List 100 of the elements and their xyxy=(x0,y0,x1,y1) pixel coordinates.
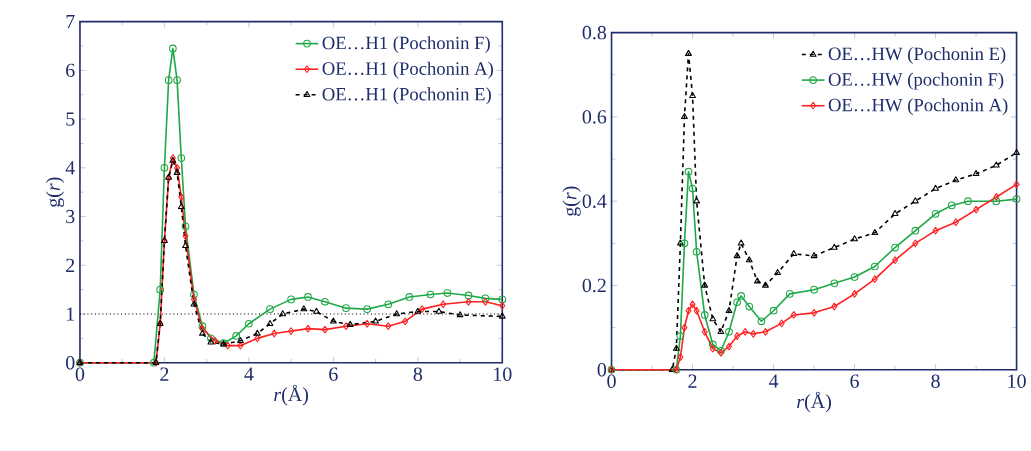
point xyxy=(190,300,198,307)
point xyxy=(443,289,452,298)
point xyxy=(947,201,956,210)
y-axis-title: g(r) xyxy=(562,186,581,217)
point xyxy=(385,322,392,331)
point xyxy=(733,252,741,259)
point xyxy=(372,317,380,324)
point xyxy=(676,239,684,246)
point xyxy=(177,203,185,210)
point xyxy=(498,312,506,319)
x-axis-title: r(Å) xyxy=(797,391,831,413)
point xyxy=(830,279,839,288)
point xyxy=(237,341,244,350)
point xyxy=(911,226,920,235)
point xyxy=(405,293,414,301)
point xyxy=(414,307,422,314)
point xyxy=(676,332,685,341)
point xyxy=(952,218,959,227)
point xyxy=(237,337,244,344)
point xyxy=(684,168,693,176)
point xyxy=(456,311,464,318)
point xyxy=(1012,195,1021,204)
point xyxy=(688,184,697,193)
point xyxy=(300,305,308,312)
point xyxy=(253,329,261,336)
point xyxy=(464,291,473,300)
point xyxy=(426,290,435,299)
point xyxy=(742,328,749,336)
point xyxy=(321,298,329,306)
y-tick-label: 7 xyxy=(66,15,75,29)
x-tick-label: 10 xyxy=(494,367,512,382)
point xyxy=(762,281,769,288)
point xyxy=(912,239,919,248)
point xyxy=(871,229,879,236)
point xyxy=(440,300,447,309)
point xyxy=(737,239,745,246)
point xyxy=(733,298,741,307)
point xyxy=(672,344,680,352)
point xyxy=(481,294,490,303)
x-tick-label: 8 xyxy=(931,374,940,389)
y-tick-label: 3 xyxy=(66,210,75,224)
point xyxy=(993,193,1000,202)
x-tick-label: 10 xyxy=(1008,374,1026,389)
point xyxy=(689,92,696,99)
point xyxy=(774,269,782,276)
point xyxy=(346,321,354,328)
legend-label: OE…HW (Pochonin E) xyxy=(828,47,1006,65)
x-tick-label: 2 xyxy=(688,374,697,388)
x-tick-label: 6 xyxy=(850,374,859,389)
point xyxy=(778,319,785,328)
point xyxy=(685,50,692,57)
y-tick-label: 6 xyxy=(66,63,75,78)
y-tick-label: 0.2 xyxy=(582,278,606,293)
point xyxy=(810,285,818,294)
point xyxy=(245,320,253,328)
point xyxy=(911,197,919,204)
point xyxy=(232,332,241,340)
point xyxy=(160,164,169,172)
point xyxy=(734,332,741,341)
point xyxy=(178,193,185,202)
x-tick-label: 8 xyxy=(413,367,423,382)
point xyxy=(992,161,1000,168)
point xyxy=(757,317,766,326)
point xyxy=(769,307,778,315)
y-tick-label: 1 xyxy=(67,307,75,321)
point xyxy=(279,310,287,317)
point xyxy=(304,324,312,333)
point xyxy=(693,307,700,315)
point xyxy=(677,353,684,362)
point xyxy=(499,302,506,310)
point xyxy=(762,328,769,336)
point xyxy=(700,311,709,319)
point xyxy=(393,310,401,317)
point xyxy=(364,320,371,328)
y-tick-label: 0.6 xyxy=(582,110,607,124)
point xyxy=(680,239,689,248)
point xyxy=(182,232,189,241)
y-axis-title: g(r) xyxy=(45,177,65,208)
legend-label: OE…H1 (Pochonin E) xyxy=(322,87,491,105)
x-tick-label: 4 xyxy=(244,367,254,381)
point xyxy=(321,325,328,334)
point xyxy=(850,273,859,282)
x-tick-label: 2 xyxy=(160,367,169,381)
point xyxy=(199,329,206,336)
point xyxy=(685,307,692,315)
point xyxy=(1013,180,1020,189)
point xyxy=(173,76,181,85)
point xyxy=(465,298,472,306)
point xyxy=(681,323,688,332)
point xyxy=(701,328,708,336)
legend-label: OE…H1 (Pochonin A) xyxy=(322,61,493,79)
point xyxy=(287,295,295,304)
point xyxy=(363,305,372,314)
x-axis-title: r(Å) xyxy=(274,384,309,406)
point xyxy=(173,169,181,176)
point xyxy=(419,305,426,314)
point xyxy=(693,197,701,204)
point xyxy=(164,76,173,85)
point xyxy=(681,113,688,120)
point xyxy=(498,295,507,304)
